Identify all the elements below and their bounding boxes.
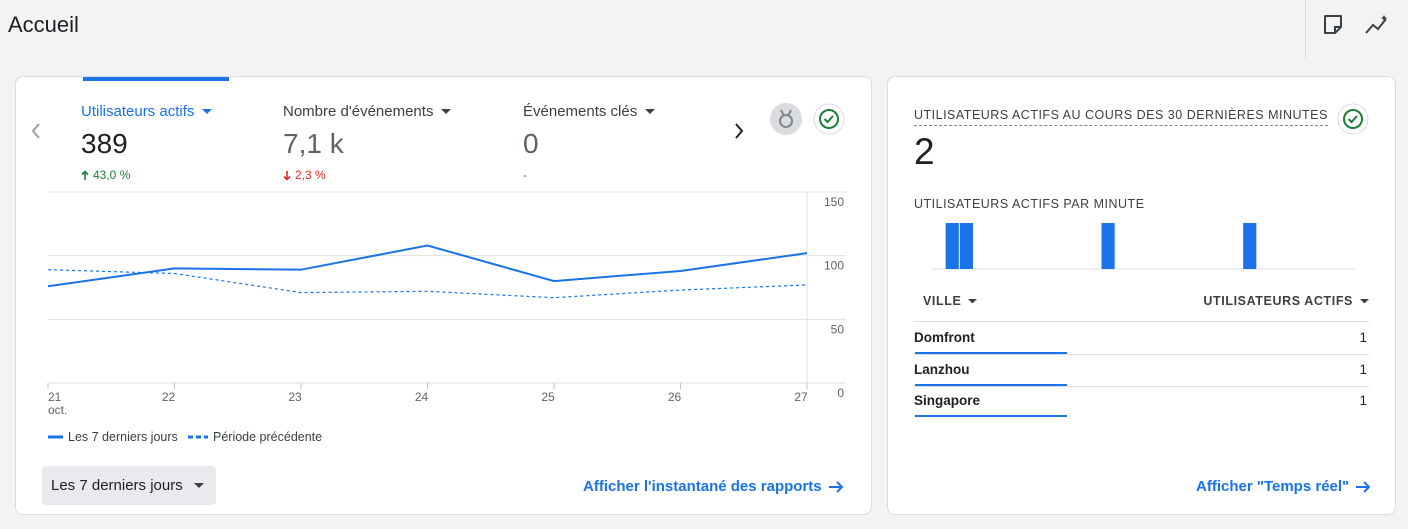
status-icon[interactable]	[1337, 103, 1369, 135]
x-tick-label: 26	[668, 390, 682, 404]
insights-icon[interactable]	[1364, 13, 1392, 37]
notes-icon[interactable]	[1321, 13, 1345, 37]
x-tick-label: 27	[794, 390, 808, 404]
tab-value: 7,1 k	[283, 128, 344, 159]
x-tick-label: 25	[541, 390, 555, 404]
city-users: 1	[1359, 330, 1367, 345]
tab-change-text: 43,0 %	[93, 168, 131, 182]
legend-swatch	[48, 435, 63, 439]
column-header-text: UTILISATEURS ACTIFS	[1203, 294, 1353, 308]
tab-label[interactable]: Nombre d'événements	[283, 103, 452, 120]
realtime-card: UTILISATEURS ACTIFS AU COURS DES 30 DERN…	[887, 76, 1396, 515]
active-tab-indicator	[83, 77, 229, 81]
sort-caret	[968, 298, 978, 303]
bar	[1243, 223, 1257, 269]
row-divider	[914, 385, 1369, 387]
y-tick-label: 150	[824, 195, 844, 209]
trend-arrow	[283, 170, 291, 181]
tab-label-text: Nombre d'événements	[283, 103, 434, 120]
status-icon[interactable]	[813, 103, 845, 135]
legend-text: Les 7 derniers jours	[68, 430, 178, 444]
caret	[645, 108, 656, 114]
trend-arrow	[81, 169, 89, 180]
table-divider	[914, 321, 1369, 322]
legend-item: Les 7 derniers jours	[48, 430, 178, 444]
tab-label-text: Événements clés	[523, 103, 638, 120]
bar-chart-title: UTILISATEURS ACTIFS PAR MINUTE	[914, 197, 1145, 211]
divider	[1305, 0, 1306, 58]
row-divider	[914, 354, 1369, 355]
realtime-link[interactable]: Afficher "Temps réel"	[1196, 478, 1371, 495]
tab-label[interactable]: Utilisateurs actifs	[81, 103, 213, 120]
bar-chart	[931, 223, 1356, 270]
legend-text: Période précédente	[213, 430, 323, 444]
caret	[968, 298, 978, 303]
tab-label[interactable]: Événements clés	[523, 103, 656, 120]
tab-change: 43,0 %	[81, 168, 130, 182]
line-chart: 0 50 100 150 21 22 23 24 25 26 27 oct.	[47, 191, 846, 417]
tab-value: 0	[523, 128, 539, 159]
realtime-title: UTILISATEURS ACTIFS AU COURS DES 30 DERN…	[914, 108, 1328, 126]
arrow-icon	[1356, 480, 1371, 493]
share-bar	[915, 352, 1067, 354]
bar	[959, 223, 973, 269]
x-tick-label: 22	[162, 390, 176, 404]
summary-card: 0 50 100 150 21 22 23 24 25 26 27 oct. Les 7 dernie…	[15, 76, 872, 515]
tab-label-text: Utilisateurs actifs	[81, 103, 195, 120]
realtime-value: 2	[914, 131, 935, 172]
tab-caret	[645, 108, 656, 114]
arrow-icon	[828, 480, 844, 493]
column-header[interactable]: VILLE	[923, 294, 978, 308]
bar	[1101, 223, 1115, 269]
city-name: Lanzhou	[914, 361, 970, 377]
sort-caret	[1360, 298, 1369, 303]
medal-icon[interactable]	[770, 103, 802, 135]
legend-swatch	[188, 435, 208, 439]
dropdown-caret	[194, 482, 204, 488]
tab-caret	[441, 108, 452, 114]
share-bar	[915, 383, 1067, 386]
y-tick-label: 0	[837, 386, 844, 400]
x-tick-label: 21	[48, 390, 62, 404]
x-tick-label: 24	[415, 390, 429, 404]
legend-item: Période précédente	[188, 430, 322, 444]
caret	[441, 108, 452, 114]
x-sublabel: oct.	[48, 403, 67, 417]
arrow	[283, 170, 291, 181]
next-arrow[interactable]	[731, 121, 747, 141]
x-tick-label: 23	[288, 390, 302, 404]
tab-change-text: -	[523, 168, 527, 182]
tab-value: 389	[81, 128, 128, 159]
bar	[945, 223, 959, 269]
realtime-link-text: Afficher "Temps réel"	[1196, 478, 1350, 495]
column-header[interactable]: UTILISATEURS ACTIFS	[1203, 294, 1369, 308]
column-header-text: VILLE	[923, 294, 962, 308]
tab-caret	[202, 108, 213, 114]
report-link[interactable]: Afficher l'instantané des rapports	[583, 478, 844, 495]
line-series	[47, 269, 808, 299]
city-users: 1	[1359, 393, 1367, 408]
tab-change-text: 2,3 %	[295, 168, 326, 182]
city-name: Singapore	[914, 393, 981, 408]
y-tick-label: 50	[831, 322, 845, 336]
caret	[1360, 298, 1369, 303]
caret	[202, 108, 213, 114]
line-series	[47, 244, 808, 288]
page-title: Accueil	[8, 12, 79, 37]
date-range-dropdown[interactable]: Les 7 derniers jours	[42, 466, 216, 505]
city-name: Domfront	[914, 330, 975, 345]
tab-change: -	[523, 168, 527, 182]
city-users: 1	[1359, 361, 1367, 377]
arrow	[81, 169, 89, 180]
report-link-text: Afficher l'instantané des rapports	[583, 478, 822, 495]
y-tick-label: 100	[824, 259, 844, 273]
prev-arrow[interactable]	[28, 121, 44, 141]
tab-change: 2,3 %	[283, 168, 326, 182]
date-range-text: Les 7 derniers jours	[51, 477, 183, 494]
share-bar	[915, 415, 1067, 417]
